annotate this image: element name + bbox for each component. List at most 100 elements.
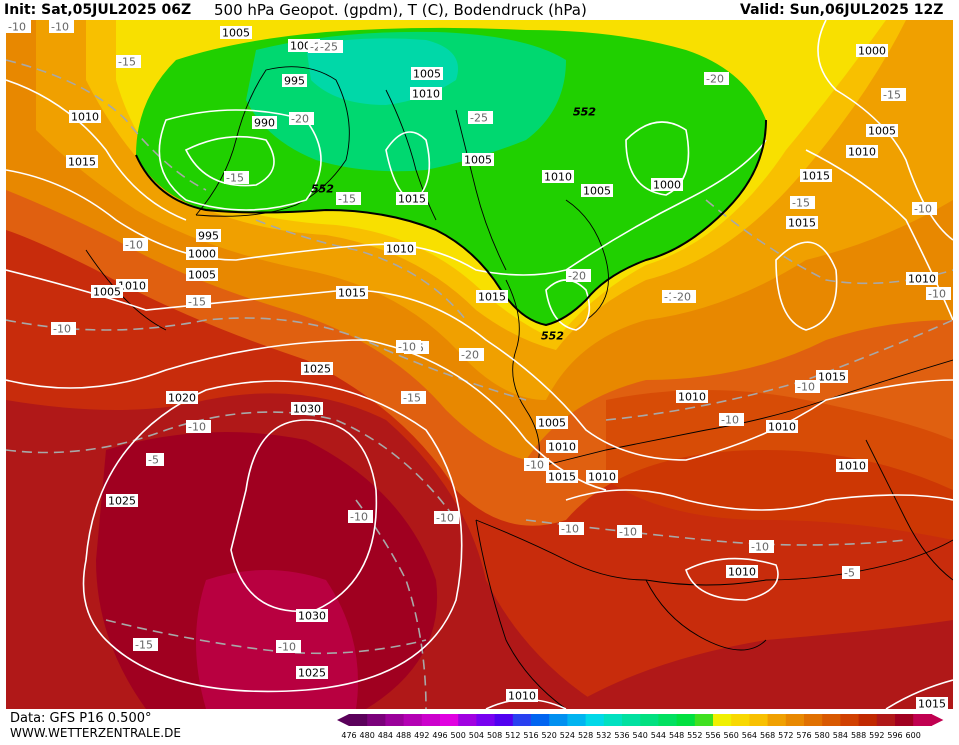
temperature-label: -10 bbox=[276, 640, 301, 654]
temperature-label-box bbox=[566, 269, 591, 282]
pressure-label-text: 1015 bbox=[398, 193, 426, 206]
temperature-label-box bbox=[276, 640, 301, 653]
pressure-label: 1010 bbox=[410, 87, 442, 101]
temperature-label-box bbox=[186, 420, 211, 433]
temperature-label-text: -20 bbox=[568, 270, 586, 283]
colorbar-swatch bbox=[622, 714, 641, 726]
temperature-label-text: -15 bbox=[226, 172, 244, 185]
temperature-label-text: -20 bbox=[291, 113, 309, 126]
colorbar-tick-label: 516 bbox=[523, 731, 538, 740]
colorbar-tick-label: 596 bbox=[887, 731, 902, 740]
pressure-label: 1000 bbox=[186, 247, 218, 261]
pressure-label: 1010 bbox=[676, 390, 708, 404]
pressure-label: 1030 bbox=[296, 609, 328, 623]
temperature-label-text: -10 bbox=[350, 511, 368, 524]
temperature-label: -15 bbox=[186, 295, 211, 309]
pressure-label: 1010 bbox=[766, 420, 798, 434]
colorbar-swatch bbox=[895, 714, 914, 726]
geopotential-label: 552 bbox=[573, 106, 596, 119]
temperature-label-box bbox=[396, 340, 421, 353]
temperature-label-box bbox=[468, 111, 493, 124]
pressure-label-box bbox=[252, 116, 277, 129]
geopotential-label-text: 552 bbox=[541, 330, 564, 343]
pressure-label: 1005 bbox=[186, 268, 218, 282]
temperature-label-text: -10 bbox=[125, 239, 143, 252]
pressure-label-text: 1015 bbox=[548, 471, 576, 484]
temperature-label-text: -15 bbox=[135, 639, 153, 652]
pressure-label-box bbox=[186, 247, 218, 260]
pressure-label: 1015 bbox=[916, 697, 948, 709]
pressure-label-box bbox=[186, 268, 218, 281]
pressure-label: 1010 bbox=[726, 565, 758, 579]
temperature-label: -15 bbox=[336, 192, 361, 206]
pressure-label-text: 1030 bbox=[293, 403, 321, 416]
pressure-label-box bbox=[384, 242, 416, 255]
temperature-label-text: -20 bbox=[461, 349, 479, 362]
temperature-label: -10 bbox=[434, 511, 459, 525]
pressure-label-box bbox=[546, 440, 578, 453]
pressure-label-box bbox=[116, 279, 148, 292]
pressure-label: 1010 bbox=[542, 170, 574, 184]
pressure-label: 1005 bbox=[866, 124, 898, 138]
colorbar-right-arrow bbox=[931, 714, 944, 726]
temperature-label-box bbox=[336, 192, 361, 205]
pressure-label: 1010 bbox=[846, 145, 878, 159]
colorbar-tick-label: 592 bbox=[869, 731, 884, 740]
pressure-label-text: 1000 bbox=[188, 248, 216, 261]
pressure-label-text: 1025 bbox=[108, 495, 136, 508]
colorbar-tick-label: 548 bbox=[669, 731, 684, 740]
temperature-label-box bbox=[133, 638, 158, 651]
pressure-label-text: 1010 bbox=[588, 471, 616, 484]
temperature-label-text: -10 bbox=[8, 21, 26, 34]
temperature-label-text: -10 bbox=[188, 421, 206, 434]
pressure-label-text: 995 bbox=[198, 230, 219, 243]
pressure-label-box bbox=[411, 67, 443, 80]
pressure-label-box bbox=[906, 272, 938, 285]
pressure-label-box bbox=[336, 286, 368, 299]
temperature-label: -25 bbox=[318, 40, 343, 54]
colorbar-swatch bbox=[531, 714, 550, 726]
temperature-label-box bbox=[926, 287, 951, 300]
temperature-label: -10 bbox=[617, 525, 642, 539]
colorbar-svg: 476 480 484 488 492 496 500 504 508 512 516 520 524 5… bbox=[337, 714, 944, 740]
pressure-label-text: 1010 bbox=[508, 690, 536, 703]
pressure-label-box bbox=[581, 184, 613, 197]
pressure-label: 1010 bbox=[906, 272, 938, 286]
colorbar-swatch bbox=[640, 714, 659, 726]
temperature-label: -10 bbox=[795, 380, 820, 394]
pressure-label: 1010 bbox=[69, 110, 101, 124]
pressure-label-box bbox=[301, 362, 333, 375]
pressure-label-box bbox=[106, 494, 138, 507]
pressure-label: 990 bbox=[252, 116, 277, 130]
temperature-label-box bbox=[434, 511, 459, 524]
temperature-label-box bbox=[49, 20, 74, 33]
temperature-label-text: -10 bbox=[928, 288, 946, 301]
colorbar-tick-label: 560 bbox=[724, 731, 739, 740]
pressure-label-text: 1010 bbox=[908, 273, 936, 286]
colorbar-tick-label: 536 bbox=[614, 731, 629, 740]
temperature-label-text: -15 bbox=[883, 89, 901, 102]
colorbar-swatch bbox=[458, 714, 477, 726]
temperature-label-box bbox=[348, 510, 373, 523]
pressure-label-box bbox=[69, 110, 101, 123]
pressure-label-box bbox=[676, 390, 708, 403]
pressure-label-text: 1010 bbox=[848, 146, 876, 159]
temperature-label: -10 bbox=[51, 322, 76, 336]
pressure-label-box bbox=[856, 44, 888, 57]
colorbar-tick-label: 488 bbox=[396, 731, 411, 740]
colorbar-tick-label: 556 bbox=[705, 731, 720, 740]
pressure-label-box bbox=[866, 124, 898, 137]
temperature-label-box bbox=[704, 72, 729, 85]
pressure-label: 1005 bbox=[581, 184, 613, 198]
colorbar-swatch bbox=[858, 714, 878, 726]
pressure-label-text: 1020 bbox=[168, 392, 196, 405]
colorbar-tick-label: 564 bbox=[742, 731, 757, 740]
pressure-label: 1010 bbox=[506, 689, 538, 703]
pressure-label-box bbox=[166, 391, 198, 404]
pressure-label-box bbox=[536, 416, 568, 429]
pressure-label: 995 bbox=[196, 229, 221, 243]
colorbar-tick-label: 544 bbox=[651, 731, 666, 740]
temperature-label-text: -20 bbox=[673, 291, 691, 304]
geopotential-label-text: 552 bbox=[311, 183, 334, 196]
temperature-label-box bbox=[749, 540, 774, 553]
